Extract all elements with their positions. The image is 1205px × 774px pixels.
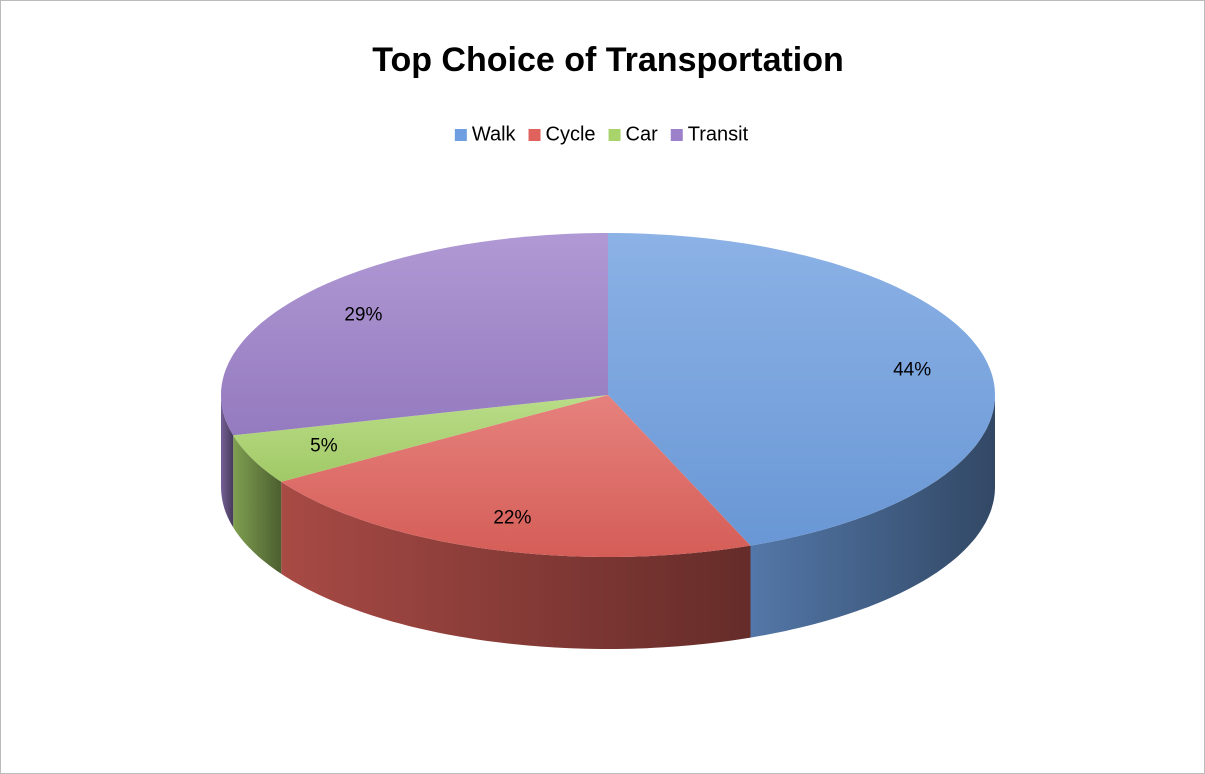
pie-slice bbox=[233, 395, 608, 482]
legend-text: Walk bbox=[472, 123, 517, 145]
data-label: 22% bbox=[493, 507, 531, 528]
chart-title: Top Choice of Transportation bbox=[372, 41, 844, 79]
legend-text: Car bbox=[626, 123, 659, 145]
legend-swatch bbox=[528, 129, 541, 141]
legend-swatch bbox=[670, 129, 683, 141]
pie-slice bbox=[221, 233, 608, 436]
legend-swatch bbox=[454, 129, 467, 141]
pie-slice bbox=[608, 233, 995, 546]
data-label: 5% bbox=[310, 435, 338, 456]
pie-slice-side bbox=[281, 481, 751, 649]
data-label: 29% bbox=[344, 305, 382, 326]
pie-slice-side bbox=[233, 435, 282, 574]
legend-text: Cycle bbox=[546, 123, 596, 145]
data-label: 44% bbox=[893, 360, 931, 381]
pie-slice-side bbox=[221, 395, 234, 528]
pie-slice bbox=[281, 395, 751, 557]
legend-swatch bbox=[608, 129, 621, 141]
pie-slice-side bbox=[750, 395, 995, 638]
legend-text: Transit bbox=[688, 123, 749, 145]
